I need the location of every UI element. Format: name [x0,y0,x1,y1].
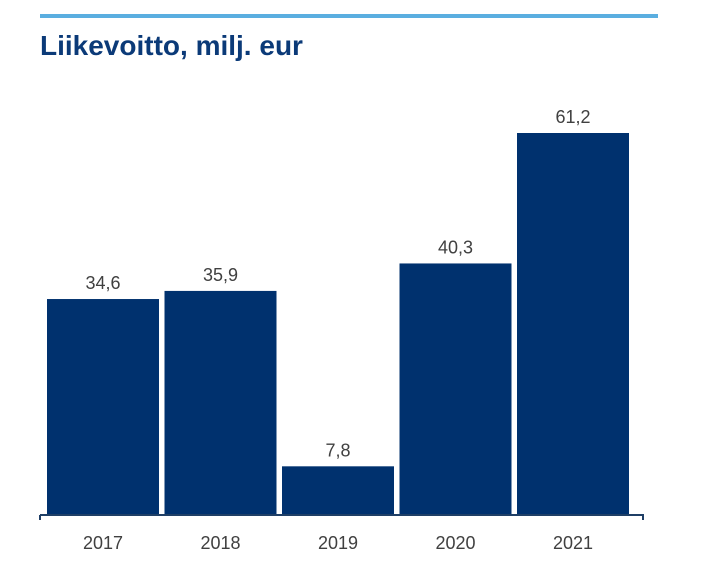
bar-2019 [282,466,394,515]
tick-labels-group: 2017 2018 2019 2020 2021 [39,515,644,553]
x-tick-label-2020: 2020 [435,533,475,553]
value-label-2018: 35,9 [203,265,238,285]
bar-2018 [164,290,277,515]
x-tick-label-2018: 2018 [200,533,240,553]
bar-2017 [47,299,159,515]
value-label-2020: 40,3 [438,237,473,257]
x-tick-label-2019: 2019 [318,533,358,553]
top-accent-rule [40,14,658,18]
value-label-2017: 34,6 [85,273,120,293]
value-label-2021: 61,2 [555,107,590,127]
value-label-2019: 7,8 [325,440,350,460]
bar-2021 [517,133,629,515]
bar-2020 [399,263,512,515]
x-tick-label-2017: 2017 [83,533,123,553]
value-labels-group: 34,6 35,9 7,8 40,3 61,2 [85,107,590,460]
chart-title: Liikevoitto, milj. eur [40,30,303,61]
bars-group [47,133,629,515]
x-tick-label-2021: 2021 [553,533,593,553]
